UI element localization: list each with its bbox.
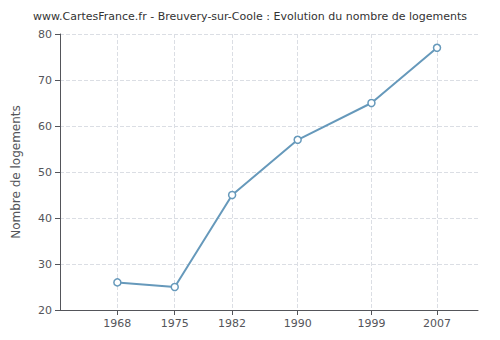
svg-text:www.CartesFrance.fr - Breuvery: www.CartesFrance.fr - Breuvery-sur-Coole…	[33, 10, 467, 23]
svg-text:Nombre de logements: Nombre de logements	[9, 105, 23, 239]
svg-text:80: 80	[38, 28, 52, 41]
svg-text:50: 50	[38, 166, 52, 179]
svg-text:1968: 1968	[103, 317, 131, 330]
svg-text:30: 30	[38, 258, 52, 271]
svg-text:2007: 2007	[423, 317, 451, 330]
svg-text:1982: 1982	[218, 317, 246, 330]
svg-text:70: 70	[38, 74, 52, 87]
svg-text:1990: 1990	[284, 317, 312, 330]
svg-text:60: 60	[38, 120, 52, 133]
svg-text:1999: 1999	[357, 317, 385, 330]
svg-text:1975: 1975	[161, 317, 189, 330]
svg-text:40: 40	[38, 212, 52, 225]
svg-text:20: 20	[38, 304, 52, 317]
